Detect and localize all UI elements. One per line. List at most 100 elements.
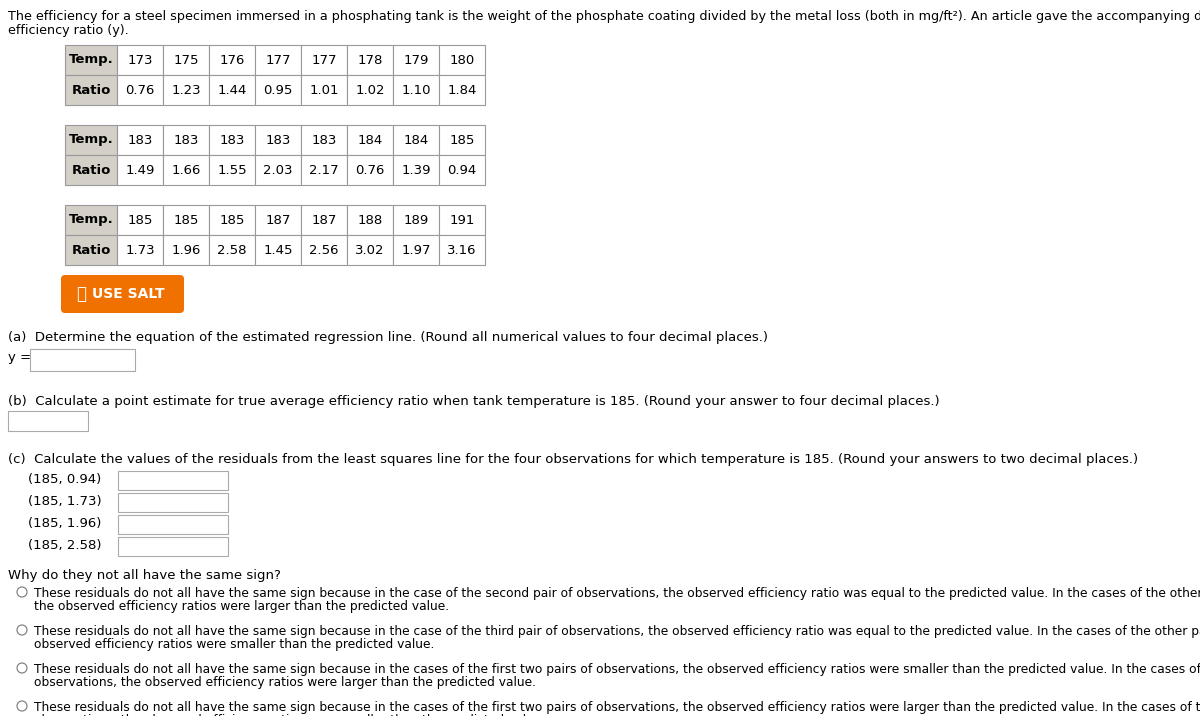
Text: (c)  Calculate the values of the residuals from the least squares line for the f: (c) Calculate the values of the residual…: [8, 453, 1138, 466]
Text: 187: 187: [265, 213, 290, 226]
Bar: [347, 45, 394, 75]
FancyBboxPatch shape: [61, 275, 184, 313]
Bar: [65, 235, 118, 265]
Circle shape: [17, 701, 28, 711]
Text: Ratio: Ratio: [71, 243, 110, 256]
Bar: [394, 125, 439, 155]
Circle shape: [17, 587, 28, 597]
Text: 191: 191: [449, 213, 475, 226]
Bar: [209, 235, 256, 265]
Text: 0.76: 0.76: [125, 84, 155, 97]
Text: observations, the observed efficiency ratios were smaller than the predicted val: observations, the observed efficiency ra…: [34, 714, 545, 716]
Text: 0.95: 0.95: [263, 84, 293, 97]
Bar: [118, 155, 163, 185]
Text: 178: 178: [358, 54, 383, 67]
Text: 1.49: 1.49: [125, 163, 155, 177]
Bar: [118, 205, 163, 235]
Text: 173: 173: [127, 54, 152, 67]
Text: 2.56: 2.56: [310, 243, 338, 256]
Bar: [256, 205, 301, 235]
Text: 1.39: 1.39: [401, 163, 431, 177]
Bar: [65, 125, 118, 155]
Text: 1.97: 1.97: [401, 243, 431, 256]
Bar: [347, 75, 394, 105]
Text: USE SALT: USE SALT: [92, 287, 164, 301]
Text: 183: 183: [127, 133, 152, 147]
Text: 2.03: 2.03: [263, 163, 293, 177]
Bar: [439, 155, 485, 185]
Text: Why do they not all have the same sign?: Why do they not all have the same sign?: [8, 569, 281, 582]
Text: (185, 2.58): (185, 2.58): [28, 539, 102, 552]
Bar: [209, 45, 256, 75]
Text: Temp.: Temp.: [68, 133, 113, 147]
Text: 1.55: 1.55: [217, 163, 247, 177]
Text: These residuals do not all have the same sign because in the cases of the first : These residuals do not all have the same…: [34, 701, 1200, 714]
Text: observations, the observed efficiency ratios were larger than the predicted valu: observations, the observed efficiency ra…: [34, 676, 536, 689]
Text: y =: y =: [8, 351, 31, 364]
Bar: [301, 235, 347, 265]
Bar: [118, 471, 228, 490]
Bar: [439, 45, 485, 75]
Bar: [301, 45, 347, 75]
Bar: [118, 125, 163, 155]
Text: Temp.: Temp.: [68, 213, 113, 226]
Text: 185: 185: [173, 213, 199, 226]
Text: 180: 180: [449, 54, 475, 67]
Text: 177: 177: [311, 54, 337, 67]
Bar: [209, 155, 256, 185]
Bar: [163, 75, 209, 105]
Bar: [163, 45, 209, 75]
Text: 177: 177: [265, 54, 290, 67]
Bar: [209, 205, 256, 235]
Bar: [256, 155, 301, 185]
Text: 1.73: 1.73: [125, 243, 155, 256]
Text: 1.44: 1.44: [217, 84, 247, 97]
Text: 1.10: 1.10: [401, 84, 431, 97]
Circle shape: [17, 663, 28, 673]
Bar: [118, 235, 163, 265]
Text: 2.17: 2.17: [310, 163, 338, 177]
Bar: [163, 205, 209, 235]
Bar: [347, 235, 394, 265]
Bar: [30, 349, 134, 371]
Bar: [394, 155, 439, 185]
Bar: [118, 45, 163, 75]
Bar: [256, 75, 301, 105]
Text: 0.76: 0.76: [355, 163, 385, 177]
Text: (b)  Calculate a point estimate for true average efficiency ratio when tank temp: (b) Calculate a point estimate for true …: [8, 395, 940, 408]
Bar: [301, 155, 347, 185]
Bar: [256, 45, 301, 75]
Text: 1.66: 1.66: [172, 163, 200, 177]
Bar: [394, 75, 439, 105]
Text: 185: 185: [449, 133, 475, 147]
Text: 184: 184: [358, 133, 383, 147]
Text: 1.96: 1.96: [172, 243, 200, 256]
Text: 187: 187: [311, 213, 337, 226]
Text: (a)  Determine the equation of the estimated regression line. (Round all numeric: (a) Determine the equation of the estima…: [8, 331, 768, 344]
Text: ⎙: ⎙: [76, 285, 86, 303]
Text: These residuals do not all have the same sign because in the cases of the first : These residuals do not all have the same…: [34, 663, 1200, 676]
Bar: [301, 205, 347, 235]
Bar: [439, 235, 485, 265]
Bar: [163, 155, 209, 185]
Text: 185: 185: [220, 213, 245, 226]
Text: These residuals do not all have the same sign because in the case of the third p: These residuals do not all have the same…: [34, 625, 1200, 638]
Text: Temp.: Temp.: [68, 54, 113, 67]
Text: 179: 179: [403, 54, 428, 67]
Text: 185: 185: [127, 213, 152, 226]
Bar: [65, 155, 118, 185]
Bar: [163, 235, 209, 265]
Bar: [118, 515, 228, 534]
Text: 176: 176: [220, 54, 245, 67]
Bar: [65, 205, 118, 235]
Bar: [8, 411, 88, 431]
Text: The efficiency for a steel specimen immersed in a phosphating tank is the weight: The efficiency for a steel specimen imme…: [8, 10, 1200, 23]
Text: 183: 183: [311, 133, 337, 147]
Text: 3.16: 3.16: [448, 243, 476, 256]
Bar: [118, 75, 163, 105]
Bar: [65, 75, 118, 105]
Bar: [347, 125, 394, 155]
Text: Ratio: Ratio: [71, 163, 110, 177]
Text: 183: 183: [265, 133, 290, 147]
Bar: [301, 125, 347, 155]
